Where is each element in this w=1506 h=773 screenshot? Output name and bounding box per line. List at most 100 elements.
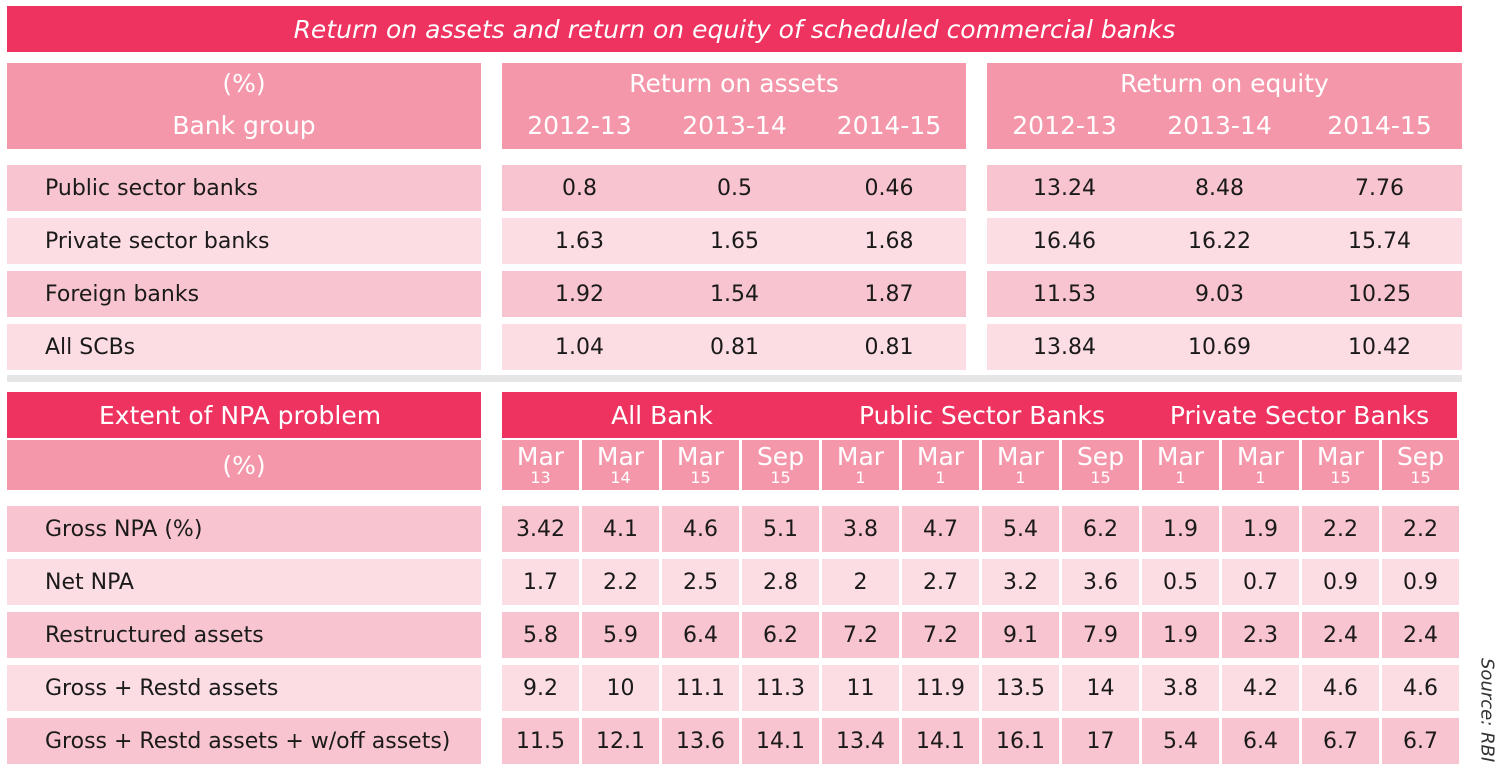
npa-group-private: Private Sector Banks bbox=[1169, 400, 1430, 430]
npa-column-year: 1 bbox=[935, 468, 946, 487]
roa-value: 0.46 bbox=[864, 175, 914, 201]
roe-year-3: 2014-15 bbox=[1327, 110, 1432, 140]
npa-column-month: Mar bbox=[1236, 442, 1285, 471]
roa-value: 1.54 bbox=[710, 281, 759, 307]
npa-value: 7.2 bbox=[822, 612, 899, 658]
roa-roe-header-label-cell: (%) Bank group bbox=[7, 63, 481, 149]
roa-row-label: Public sector banks bbox=[7, 165, 481, 211]
npa-value: 10 bbox=[582, 665, 659, 711]
roa-header: Return on assets 2012-13 2013-14 2014-15 bbox=[502, 63, 966, 149]
npa-column-header: Mar 14 bbox=[582, 440, 659, 490]
npa-column-header: Mar 1 bbox=[1142, 440, 1219, 490]
npa-row-label: Gross NPA (%) bbox=[7, 506, 481, 552]
npa-value: 3.8 bbox=[822, 506, 899, 552]
npa-value: 3.8 bbox=[1142, 665, 1219, 711]
section-divider bbox=[7, 375, 1462, 382]
npa-row-label: Net NPA bbox=[7, 559, 481, 605]
npa-value: 7.9 bbox=[1062, 612, 1139, 658]
roe-value: 13.84 bbox=[1033, 334, 1096, 360]
roa-row-band bbox=[502, 218, 966, 264]
roe-value: 11.53 bbox=[1033, 281, 1096, 307]
npa-value: 2.4 bbox=[1302, 612, 1379, 658]
npa-value: 2.2 bbox=[1382, 506, 1459, 552]
npa-value: 4.2 bbox=[1222, 665, 1299, 711]
npa-value: 11.5 bbox=[502, 718, 579, 764]
npa-column-month: Mar bbox=[916, 442, 965, 471]
npa-value: 2.2 bbox=[582, 559, 659, 605]
npa-column-year: 15 bbox=[1330, 468, 1351, 487]
npa-column-header: Sep 15 bbox=[1062, 440, 1139, 490]
npa-column-header: Mar 1 bbox=[982, 440, 1059, 490]
npa-value: 14 bbox=[1062, 665, 1139, 711]
npa-column-year: 15 bbox=[770, 468, 791, 487]
npa-value: 14.1 bbox=[902, 718, 979, 764]
npa-value: 4.1 bbox=[582, 506, 659, 552]
roe-title: Return on equity bbox=[1120, 68, 1329, 98]
npa-column-month: Sep bbox=[756, 442, 805, 471]
roe-header: Return on equity 2012-13 2013-14 2014-15 bbox=[987, 63, 1462, 149]
npa-value: 11.1 bbox=[662, 665, 739, 711]
npa-column-month: Mar bbox=[676, 442, 725, 471]
npa-value: 6.4 bbox=[662, 612, 739, 658]
npa-column-header: Sep 15 bbox=[742, 440, 819, 490]
roa-value: 1.92 bbox=[555, 281, 604, 307]
npa-value: 5.9 bbox=[582, 612, 659, 658]
npa-value: 17 bbox=[1062, 718, 1139, 764]
npa-column-year: 15 bbox=[1410, 468, 1431, 487]
npa-column-year: 14 bbox=[610, 468, 631, 487]
npa-value: 3.2 bbox=[982, 559, 1059, 605]
report-title: Return on assets and return on equity of… bbox=[7, 6, 1462, 52]
roa-value: 1.04 bbox=[555, 334, 604, 360]
roe-value: 13.24 bbox=[1033, 175, 1096, 201]
npa-value: 11.9 bbox=[902, 665, 979, 711]
roe-row-band bbox=[987, 324, 1462, 370]
npa-column-header: Mar 1 bbox=[822, 440, 899, 490]
npa-column-year: 1 bbox=[855, 468, 866, 487]
npa-value: 6.4 bbox=[1222, 718, 1299, 764]
npa-column-header: Mar 15 bbox=[1302, 440, 1379, 490]
roa-value: 1.68 bbox=[864, 228, 914, 254]
npa-column-month: Mar bbox=[836, 442, 885, 471]
npa-value: 7.2 bbox=[902, 612, 979, 658]
roe-year-2: 2013-14 bbox=[1167, 110, 1272, 140]
npa-column-year: 15 bbox=[690, 468, 711, 487]
npa-column-header: Sep 15 bbox=[1382, 440, 1459, 490]
npa-column-year: 15 bbox=[1090, 468, 1111, 487]
roa-row-label: All SCBs bbox=[7, 324, 481, 370]
npa-row-label: Gross + Restd assets + w/off assets) bbox=[7, 718, 481, 764]
roa-year-2: 2013-14 bbox=[682, 110, 787, 140]
npa-value: 0.9 bbox=[1302, 559, 1379, 605]
npa-value: 13.6 bbox=[662, 718, 739, 764]
npa-column-header: Mar 1 bbox=[1222, 440, 1299, 490]
roa-value: 0.5 bbox=[717, 175, 752, 201]
npa-value: 9.2 bbox=[502, 665, 579, 711]
npa-row-label: Gross + Restd assets bbox=[7, 665, 481, 711]
npa-unit-label: (%) bbox=[7, 440, 481, 490]
npa-value: 6.2 bbox=[1062, 506, 1139, 552]
npa-column-month: Mar bbox=[996, 442, 1045, 471]
npa-value: 4.6 bbox=[1302, 665, 1379, 711]
npa-value: 11 bbox=[822, 665, 899, 711]
npa-value: 5.4 bbox=[1142, 718, 1219, 764]
npa-value: 0.9 bbox=[1382, 559, 1459, 605]
roe-value: 16.46 bbox=[1033, 228, 1096, 254]
npa-column-month: Sep bbox=[1076, 442, 1125, 471]
roe-value: 16.22 bbox=[1188, 228, 1251, 254]
npa-value: 1.9 bbox=[1142, 612, 1219, 658]
bank-group-label: Bank group bbox=[172, 110, 316, 140]
npa-value: 2.5 bbox=[662, 559, 739, 605]
roa-value: 0.8 bbox=[562, 175, 597, 201]
npa-value: 1.9 bbox=[1142, 506, 1219, 552]
npa-value: 2.2 bbox=[1302, 506, 1379, 552]
npa-value: 3.6 bbox=[1062, 559, 1139, 605]
npa-value: 2 bbox=[822, 559, 899, 605]
npa-column-month: Mar bbox=[596, 442, 645, 471]
npa-value: 4.6 bbox=[1382, 665, 1459, 711]
npa-value: 13.4 bbox=[822, 718, 899, 764]
npa-value: 0.5 bbox=[1142, 559, 1219, 605]
roe-value: 10.25 bbox=[1348, 281, 1411, 307]
npa-column-month: Sep bbox=[1396, 442, 1445, 471]
npa-column-header: Mar 1 bbox=[902, 440, 979, 490]
npa-column-year: 1 bbox=[1015, 468, 1026, 487]
npa-column-year: 13 bbox=[530, 468, 551, 487]
